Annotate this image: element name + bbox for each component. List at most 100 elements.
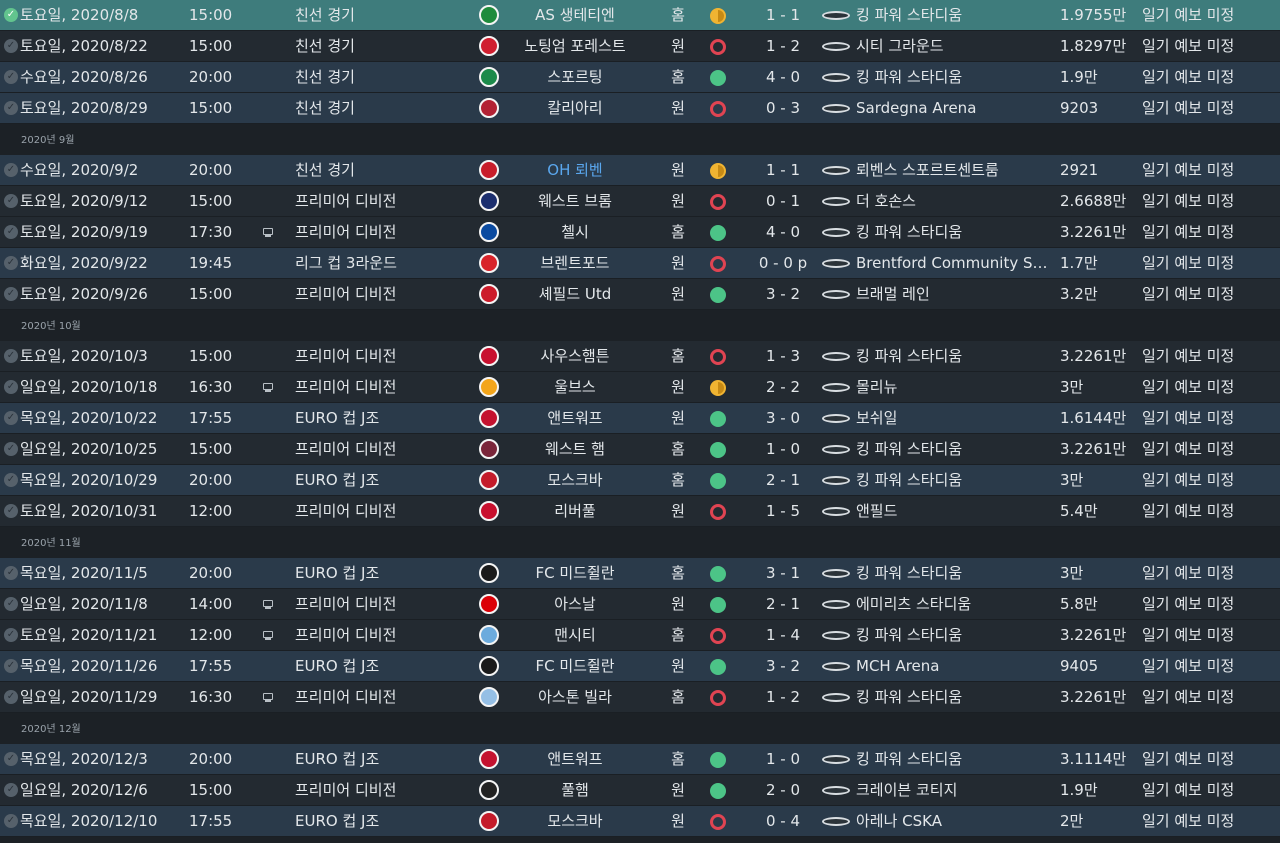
stadium-name[interactable]: MCH Arena <box>856 657 940 675</box>
opponent-name[interactable]: AS 생테티엔 <box>535 6 615 24</box>
fixture-row[interactable]: ✓ 토요일, 2020/10/3 15:00 프리미어 디비전 사우스햄튼 홈 1 - 3 킹… <box>0 341 1280 372</box>
fixture-row[interactable]: ✓ 토요일, 2020/9/12 15:00 프리미어 디비전 웨스트 브롬 원 0 - 1… <box>0 186 1280 217</box>
fixture-row[interactable]: ✓ 토요일, 2020/11/21 12:00 프리미어 디비전 맨시티 홈 1 - 4 킹 … <box>0 620 1280 651</box>
match-score[interactable]: 3 - 2 <box>765 285 801 303</box>
competition[interactable]: 프리미어 디비전 <box>295 192 397 210</box>
stadium-name[interactable]: 킹 파워 스타디움 <box>856 68 963 86</box>
fixture-row[interactable]: ✓ 일요일, 2020/12/6 15:00 프리미어 디비전 풀햄 원 2 - 0 크레이븐… <box>0 775 1280 806</box>
competition[interactable]: 프리미어 디비전 <box>295 440 397 458</box>
match-score[interactable]: 1 - 5 <box>765 502 801 520</box>
fixture-row[interactable]: ✓ 목요일, 2020/12/3 20:00 EURO 컵 J조 앤트워프 홈 1 - 0 킹… <box>0 744 1280 775</box>
fixture-row[interactable]: ✓ 수요일, 2020/8/26 20:00 친선 경기 스포르팅 홈 4 - 0 킹 파워 … <box>0 62 1280 93</box>
stadium-name[interactable]: 몰리뉴 <box>856 378 898 396</box>
match-score[interactable]: 1 - 0 <box>765 750 801 768</box>
fixture-row[interactable]: ✓ 일요일, 2020/10/18 16:30 프리미어 디비전 울브스 원 2 - 2 몰리… <box>0 372 1280 403</box>
match-score[interactable]: 1 - 1 <box>765 161 801 179</box>
fixture-row[interactable]: ✓ 토요일, 2020/9/26 15:00 프리미어 디비전 셰필드 Utd 원 3 - … <box>0 279 1280 310</box>
stadium-name[interactable]: 앤필드 <box>856 502 898 520</box>
opponent-name[interactable]: 노팅엄 포레스트 <box>524 37 626 55</box>
match-score[interactable]: 2 - 0 <box>765 781 801 799</box>
competition[interactable]: 프리미어 디비전 <box>295 781 397 799</box>
match-score[interactable]: 3 - 0 <box>765 409 801 427</box>
fixture-row[interactable]: ✓ 토요일, 2020/8/22 15:00 친선 경기 노팅엄 포레스트 원 1 - 2 시… <box>0 31 1280 62</box>
competition[interactable]: 프리미어 디비전 <box>295 223 397 241</box>
competition[interactable]: 프리미어 디비전 <box>295 378 397 396</box>
stadium-name[interactable]: 킹 파워 스타디움 <box>856 471 963 489</box>
stadium-name[interactable]: 킹 파워 스타디움 <box>856 688 963 706</box>
competition[interactable]: 프리미어 디비전 <box>295 347 397 365</box>
match-score[interactable]: 2 - 1 <box>765 595 801 613</box>
stadium-name[interactable]: Brentford Community Stadium <box>856 254 1051 272</box>
competition[interactable]: 프리미어 디비전 <box>295 626 397 644</box>
fixture-row[interactable]: ✓ 목요일, 2020/10/29 20:00 EURO 컵 J조 모스크바 홈 2 - 1… <box>0 465 1280 496</box>
stadium-name[interactable]: 시티 그라운드 <box>856 37 944 55</box>
stadium-name[interactable]: 뢰벤스 스포르트센트룸 <box>856 161 999 179</box>
opponent-name[interactable]: FC 미드쥘란 <box>535 657 615 675</box>
opponent-name[interactable]: 모스크바 <box>547 812 603 830</box>
fixture-row[interactable]: ✓ 일요일, 2020/11/8 14:00 프리미어 디비전 아스날 원 2 - 1 에미리… <box>0 589 1280 620</box>
match-score[interactable]: 1 - 2 <box>765 37 801 55</box>
match-score[interactable]: 1 - 4 <box>765 626 801 644</box>
stadium-name[interactable]: 킹 파워 스타디움 <box>856 6 963 24</box>
match-score[interactable]: 1 - 0 <box>765 440 801 458</box>
match-score[interactable]: 3 - 2 <box>765 657 801 675</box>
fixture-row[interactable]: ✓ 목요일, 2020/11/5 20:00 EURO 컵 J조 FC 미드쥘란 홈 3 -… <box>0 558 1280 589</box>
competition[interactable]: EURO 컵 J조 <box>295 812 380 830</box>
stadium-name[interactable]: 킹 파워 스타디움 <box>856 347 963 365</box>
match-score[interactable]: 1 - 1 <box>765 6 801 24</box>
stadium-name[interactable]: 킹 파워 스타디움 <box>856 750 963 768</box>
stadium-name[interactable]: 킹 파워 스타디움 <box>856 564 963 582</box>
competition[interactable]: EURO 컵 J조 <box>295 471 380 489</box>
competition[interactable]: 친선 경기 <box>295 99 355 117</box>
competition[interactable]: EURO 컵 J조 <box>295 564 380 582</box>
opponent-name[interactable]: 맨시티 <box>554 626 596 644</box>
stadium-name[interactable]: 킹 파워 스타디움 <box>856 223 963 241</box>
stadium-name[interactable]: 크레이븐 코티지 <box>856 781 958 799</box>
match-score[interactable]: 0 - 4 <box>765 812 801 830</box>
competition[interactable]: 친선 경기 <box>295 6 355 24</box>
fixture-row[interactable]: ✓ 토요일, 2020/10/31 12:00 프리미어 디비전 리버풀 원 1 - 5 앤필… <box>0 496 1280 527</box>
fixture-row[interactable]: ✓ 토요일, 2020/8/8 15:00 친선 경기 AS 생테티엔 홈 1 - 1 킹 파… <box>0 0 1280 31</box>
competition[interactable]: 프리미어 디비전 <box>295 688 397 706</box>
competition[interactable]: 친선 경기 <box>295 37 355 55</box>
opponent-name[interactable]: 앤트워프 <box>547 750 603 768</box>
competition[interactable]: EURO 컵 J조 <box>295 657 380 675</box>
stadium-name[interactable]: 더 호손스 <box>856 192 916 210</box>
competition[interactable]: 친선 경기 <box>295 161 355 179</box>
match-score[interactable]: 0 - 1 <box>765 192 801 210</box>
opponent-name[interactable]: 스포르팅 <box>547 68 603 86</box>
fixture-row[interactable]: ✓ 목요일, 2020/12/10 17:55 EURO 컵 J조 모스크바 원 0 - 4… <box>0 806 1280 837</box>
stadium-name[interactable]: 브래멀 레인 <box>856 285 930 303</box>
stadium-name[interactable]: 아레나 CSKA <box>856 812 942 830</box>
opponent-name[interactable]: 사우스햄튼 <box>540 347 610 365</box>
match-score[interactable]: 0 - 3 <box>765 99 801 117</box>
fixture-row[interactable]: ✓ 일요일, 2020/10/25 15:00 프리미어 디비전 웨스트 햄 홈 1 - 0… <box>0 434 1280 465</box>
stadium-name[interactable]: Sardegna Arena <box>856 99 977 117</box>
opponent-name[interactable]: 울브스 <box>554 378 596 396</box>
stadium-name[interactable]: 킹 파워 스타디움 <box>856 626 963 644</box>
fixture-row[interactable]: ✓ 수요일, 2020/9/2 20:00 친선 경기 OH 뢰벤 원 1 - 1 뢰벤스 스… <box>0 155 1280 186</box>
opponent-name[interactable]: 아스날 <box>554 595 596 613</box>
match-score[interactable]: 3 - 1 <box>765 564 801 582</box>
match-score[interactable]: 0 - 0 p <box>758 254 808 272</box>
competition[interactable]: 친선 경기 <box>295 68 355 86</box>
stadium-name[interactable]: 에미리츠 스타디움 <box>856 595 972 613</box>
opponent-name[interactable]: 셰필드 Utd <box>538 285 612 303</box>
opponent-name[interactable]: 칼리아리 <box>547 99 603 117</box>
opponent-name[interactable]: 리버풀 <box>554 502 596 520</box>
opponent-name[interactable]: 웨스트 브롬 <box>538 192 612 210</box>
opponent-name[interactable]: 첼시 <box>561 223 589 241</box>
fixture-row[interactable]: ✓ 목요일, 2020/11/26 17:55 EURO 컵 J조 FC 미드쥘란 원 3 … <box>0 651 1280 682</box>
fixture-row[interactable]: ✓ 토요일, 2020/9/19 17:30 프리미어 디비전 첼시 홈 4 - 0 킹 파워… <box>0 217 1280 248</box>
fixture-row[interactable]: ✓ 화요일, 2020/9/22 19:45 리그 컵 3라운드 브렌트포드 원 0 - 0… <box>0 248 1280 279</box>
competition[interactable]: 프리미어 디비전 <box>295 285 397 303</box>
competition[interactable]: 리그 컵 3라운드 <box>295 254 397 272</box>
match-score[interactable]: 1 - 3 <box>765 347 801 365</box>
competition[interactable]: EURO 컵 J조 <box>295 750 380 768</box>
stadium-name[interactable]: 킹 파워 스타디움 <box>856 440 963 458</box>
match-score[interactable]: 2 - 2 <box>765 378 801 396</box>
competition[interactable]: 프리미어 디비전 <box>295 502 397 520</box>
opponent-name[interactable]: OH 뢰벤 <box>547 161 603 179</box>
fixture-row[interactable]: ✓ 토요일, 2020/8/29 15:00 친선 경기 칼리아리 원 0 - 3 Sarde… <box>0 93 1280 124</box>
match-score[interactable]: 2 - 1 <box>765 471 801 489</box>
